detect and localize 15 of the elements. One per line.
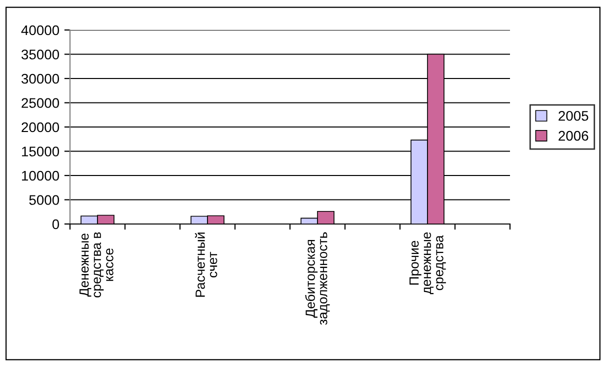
y-tick-label: 5000: [29, 195, 60, 205]
y-tick-label: 10000: [22, 170, 60, 181]
y-tick-label: 35000: [21, 50, 60, 60]
y-tick-label: 25000: [22, 98, 60, 108]
y-tick-label: 20000: [22, 122, 60, 132]
legend-label: 2006: [558, 130, 588, 141]
x-tick-label: Прочие денежные средства: [410, 232, 446, 294]
y-tick-label: 30000: [21, 74, 60, 84]
y-tick-label: 0: [52, 219, 60, 230]
y-tick-label: 15000: [22, 146, 60, 156]
x-tick-label: Расчетный счет: [194, 232, 218, 297]
x-tick-label: Дебиторская задолженность: [305, 232, 330, 325]
y-tick-label: 40000: [21, 25, 60, 36]
legend-label: 2005: [558, 110, 588, 121]
x-tick-label: Денежные средства в кассе: [80, 232, 114, 298]
